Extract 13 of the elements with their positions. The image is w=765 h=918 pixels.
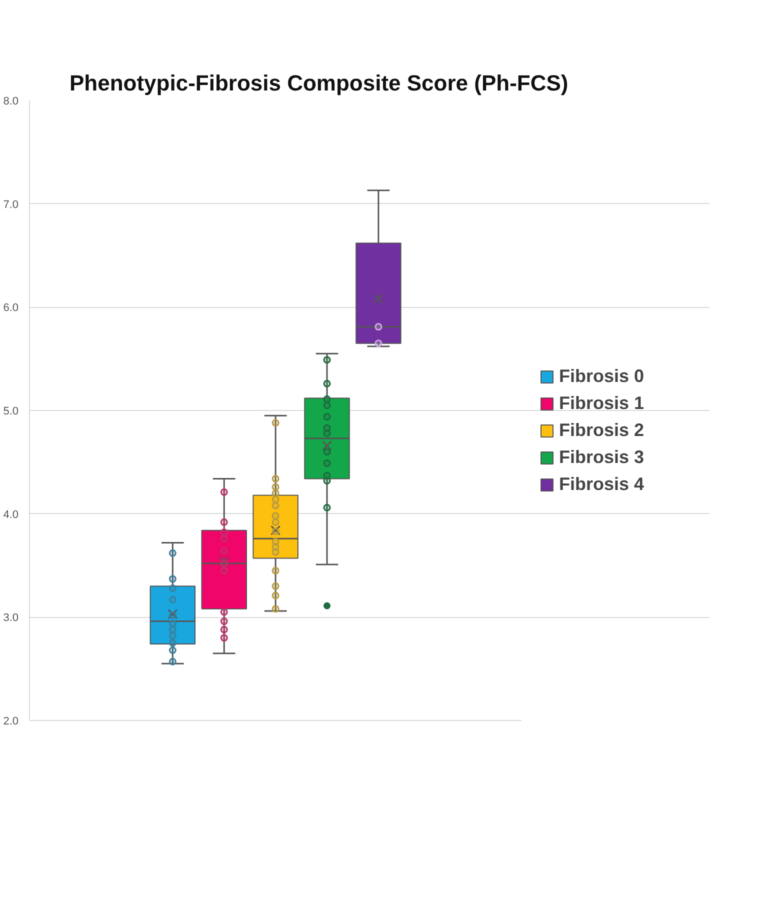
y-tick-label: 4.0 xyxy=(3,508,19,521)
legend-label: Fibrosis 4 xyxy=(559,474,644,495)
y-tick-label: 6.0 xyxy=(3,302,19,314)
chart-title: Phenotypic-Fibrosis Composite Score (Ph-FCS) xyxy=(70,70,568,96)
y-tick-label: 3.0 xyxy=(3,612,19,624)
legend-label: Fibrosis 2 xyxy=(559,420,644,441)
y-tick-label: 7.0 xyxy=(3,198,19,211)
legend-label: Fibrosis 0 xyxy=(559,366,644,387)
y-tick-label: 2.0 xyxy=(3,716,19,728)
y-tick-label: 8.0 xyxy=(3,96,19,108)
y-tick-label: 5.0 xyxy=(3,406,19,418)
legend-label: Fibrosis 3 xyxy=(559,447,644,468)
legend-label: Fibrosis 1 xyxy=(559,393,644,414)
